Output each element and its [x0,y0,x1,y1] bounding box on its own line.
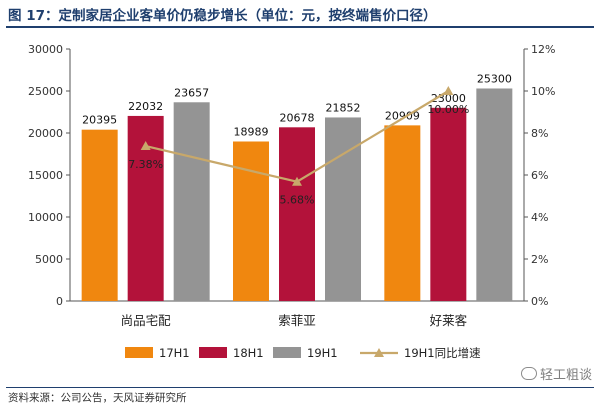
legend-label: 19H1同比增速 [404,346,481,360]
left-axis-tick-label: 25000 [28,85,63,98]
bar-17H1 [81,129,118,301]
line-marker [292,176,302,186]
legend-label: 18H1 [233,346,264,360]
legend-marker [374,348,384,357]
bar-17H1 [384,125,421,301]
header-rule [6,26,594,28]
chart-canvas: 0 5000 10000 15000 20000 25000 30000 0% 2% 4% 6% 8%… [28,43,555,360]
chart-title: 图 17：定制家居企业客单价仍稳步增长（单位：元，按终端售价口径） [8,8,437,24]
bar-value-label: 23657 [174,86,209,99]
line-value-label: 5.68% [280,194,315,207]
bar-19H1 [325,117,361,301]
right-axis-tick-label: 0% [531,295,548,308]
wechat-icon [520,367,537,380]
line-value-label: 10.00% [427,103,469,116]
right-axis-tick-label: 4% [531,211,548,224]
bar-19H1 [173,102,210,302]
right-axis-tick-label: 2% [531,253,548,266]
bar-17H1 [233,141,269,301]
left-axis-tick-label: 30000 [28,43,63,56]
legend-label: 19H1 [307,346,338,360]
line-marker [443,86,454,95]
left-axis-tick-label: 5000 [35,253,63,266]
chart-header: 图 17：定制家居企业客单价仍稳步增长（单位：元，按终端售价口径） [0,0,600,28]
legend-swatch [125,347,153,358]
bar-value-label: 25300 [477,72,512,85]
right-axis-tick-label: 10% [531,85,555,98]
bar-18H1 [279,127,315,301]
line-marker [140,141,151,151]
category-label: 索菲亚 [278,313,316,328]
right-axis-tick-label: 6% [531,169,548,182]
bar-value-label: 21852 [326,101,361,114]
left-axis-tick-label: 20000 [28,127,63,140]
bar-value-label: 20395 [82,114,117,127]
legend-swatch [199,347,227,358]
left-axis-tick-label: 10000 [28,211,63,224]
footer-rule [6,387,594,388]
bar-19H1 [476,88,513,301]
bar-value-label: 20678 [280,111,315,124]
source-note: 资料来源：公司公告，天风证券研究所 [8,392,187,404]
watermark-text: 轻工粗谈 [539,368,592,383]
bar-value-label: 22032 [128,100,163,113]
left-axis-tick-label: 15000 [28,169,63,182]
watermark: 轻工粗谈 [520,364,592,383]
bar-18H1 [430,107,467,301]
line-value-label: 7.38% [128,158,163,171]
right-axis-tick-label: 12% [531,43,555,56]
category-label: 好莱客 [430,313,468,328]
category-label: 尚品宅配 [121,313,172,328]
legend-swatch [273,347,301,358]
legend-label: 17H1 [159,346,190,360]
left-axis-tick-label: 0 [56,295,63,308]
right-axis-tick-label: 8% [531,127,548,140]
bar-value-label: 18989 [234,125,269,138]
